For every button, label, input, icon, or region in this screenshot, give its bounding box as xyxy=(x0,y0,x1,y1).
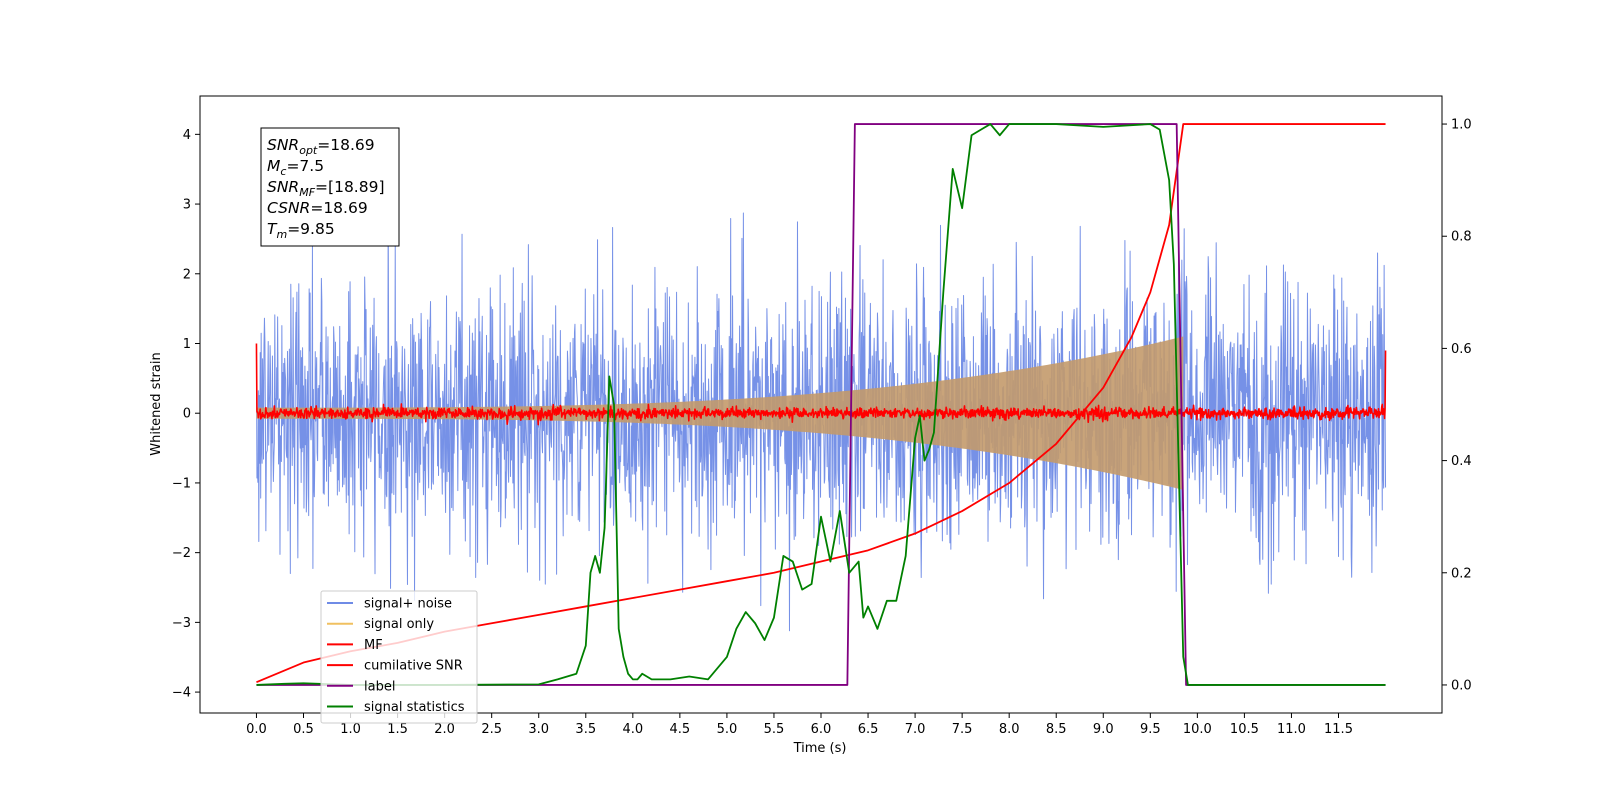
y-right-tick-label: 0.2 xyxy=(1451,566,1472,581)
info-box-frame xyxy=(260,127,400,247)
x-tick-label: 0.0 xyxy=(246,722,267,737)
x-tick-label: 11.0 xyxy=(1277,722,1306,737)
legend-label-label: label xyxy=(364,679,395,694)
legend-label-signal-statistics: signal statistics xyxy=(364,700,465,715)
x-tick-label: 9.5 xyxy=(1140,722,1161,737)
x-tick-label: 3.0 xyxy=(528,722,549,737)
x-tick-label: 6.5 xyxy=(858,722,879,737)
x-tick-label: 4.5 xyxy=(670,722,691,737)
y-right-tick-label: 1.0 xyxy=(1451,118,1472,133)
x-tick-label: 7.0 xyxy=(905,722,926,737)
x-tick-label: 10.0 xyxy=(1183,722,1212,737)
series-signal-statistics xyxy=(256,123,1386,686)
y-left-tick-label: 3 xyxy=(183,198,191,213)
info-line: Mc=7.5 xyxy=(267,157,324,178)
x-tick-label: 5.5 xyxy=(764,722,785,737)
x-tick-label: 1.5 xyxy=(387,722,408,737)
y-left-tick-label: −2 xyxy=(172,546,191,561)
info-line: SNRMF=[18.89] xyxy=(267,178,385,199)
x-tick-label: 11.5 xyxy=(1324,722,1353,737)
legend-label-signal-only: signal only xyxy=(364,617,434,632)
y-left-tick-label: 0 xyxy=(183,407,191,422)
x-tick-label: 2.0 xyxy=(434,722,455,737)
y-right-tick-label: 0.0 xyxy=(1451,678,1472,693)
info-line: SNRopt=18.69 xyxy=(267,136,375,157)
legend-label-cumilative-snr: cumilative SNR xyxy=(364,659,463,674)
legend: signal+ noise signal only MF cumilative SNR… xyxy=(320,590,478,724)
series-mf xyxy=(255,343,1387,426)
x-tick-label: 5.0 xyxy=(717,722,738,737)
series-line-signal-statistics xyxy=(256,123,1386,686)
info-line: CSNR=18.69 xyxy=(267,199,368,217)
y-left-tick-label: −4 xyxy=(172,686,191,701)
y-left-tick-label: −1 xyxy=(172,476,191,491)
x-tick-label: 7.5 xyxy=(952,722,973,737)
x-tick-label: 6.0 xyxy=(811,722,832,737)
x-axis-title: Time (s) xyxy=(793,741,847,756)
y-left-tick-label: 4 xyxy=(183,128,191,143)
y-left-tick-label: 1 xyxy=(183,337,191,352)
x-tick-label: 0.5 xyxy=(293,722,314,737)
x-tick-label: 8.5 xyxy=(1046,722,1067,737)
x-tick-label: 10.5 xyxy=(1230,722,1259,737)
x-tick-label: 4.0 xyxy=(622,722,643,737)
y-axis-title: Whitened strain xyxy=(149,352,164,455)
x-tick-label: 9.0 xyxy=(1093,722,1114,737)
y-left-tick-label: 2 xyxy=(183,267,191,282)
info-line: Tm=9.85 xyxy=(267,220,335,241)
x-tick-label: 2.5 xyxy=(481,722,502,737)
x-tick-label: 1.0 xyxy=(340,722,361,737)
legend-label-mf: MF xyxy=(364,638,383,653)
axes-layer: 0.0 0.5 1.0 1.5 2.0 2.5 3.0 3.5 4.0 4.5 5.0 5.5 6.0 6… xyxy=(172,118,1472,737)
y-right-tick-label: 0.6 xyxy=(1451,342,1472,357)
legend-label-signal-noise: signal+ noise xyxy=(364,597,452,612)
series-line-mf xyxy=(255,343,1387,426)
info-box: SNRopt=18.69Mc=7.5SNRMF=[18.89]CSNR=18.6… xyxy=(260,127,400,247)
y-right-tick-label: 0.4 xyxy=(1451,454,1472,469)
y-left-tick-label: −3 xyxy=(172,616,191,631)
legend-frame xyxy=(320,590,478,724)
y-right-tick-label: 0.8 xyxy=(1451,230,1472,245)
x-tick-label: 3.5 xyxy=(575,722,596,737)
x-tick-label: 8.0 xyxy=(999,722,1020,737)
